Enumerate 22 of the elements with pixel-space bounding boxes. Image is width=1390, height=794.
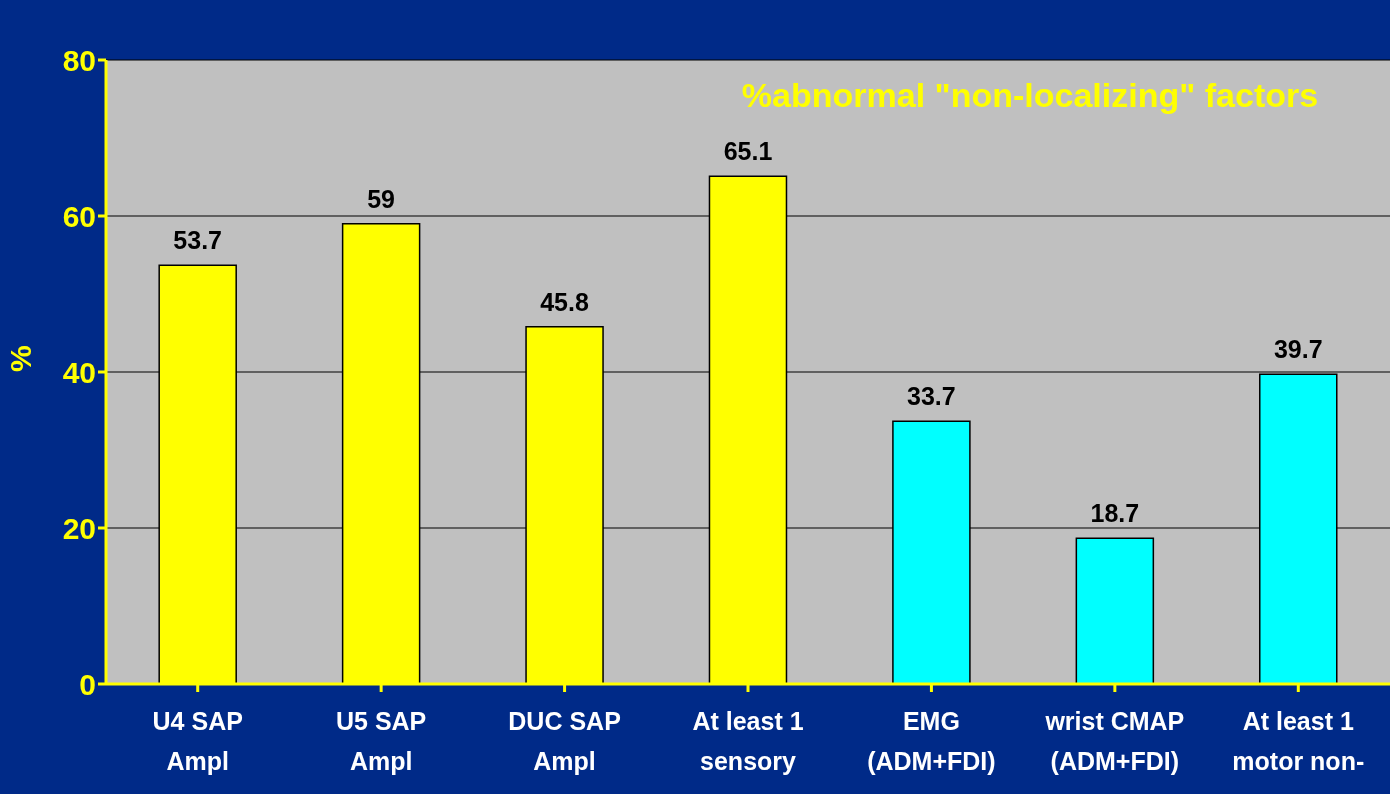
y-axis-title: % bbox=[3, 345, 37, 372]
data-label: 33.7 bbox=[907, 382, 956, 411]
data-label: 45.8 bbox=[540, 287, 589, 316]
x-tick-label: U4 SAP Ampl bbox=[152, 707, 243, 775]
x-tick-label: At least 1 motor non- bbox=[1232, 707, 1365, 775]
data-label: 53.7 bbox=[173, 226, 223, 255]
text: %abnormal "non-localizing" factors bbox=[740, 76, 1320, 115]
x-tick-label: EMG (ADM+FDI) bbox=[867, 707, 996, 775]
y-tick-label: 40 bbox=[62, 355, 96, 389]
x-tick-label: DUC SAP Ampl bbox=[508, 707, 621, 775]
data-label: 59 bbox=[367, 184, 396, 213]
data-label: 65.1 bbox=[723, 137, 773, 166]
y-tick-label: 20 bbox=[62, 511, 96, 545]
x-tick-label: At least 1 sensory bbox=[692, 707, 804, 775]
x-tick-label: wrist CMAP (ADM+FDI) bbox=[1044, 707, 1185, 775]
data-label: 18.7 bbox=[1090, 499, 1140, 528]
y-tick-label: 80 bbox=[62, 43, 96, 77]
bar bbox=[1075, 537, 1155, 684]
data-label: 39.7 bbox=[1273, 335, 1323, 364]
x-tick-label: U5 SAP Ampl bbox=[335, 707, 427, 775]
y-tick-label: 0 bbox=[79, 667, 96, 701]
y-tick-label: 60 bbox=[62, 199, 96, 233]
